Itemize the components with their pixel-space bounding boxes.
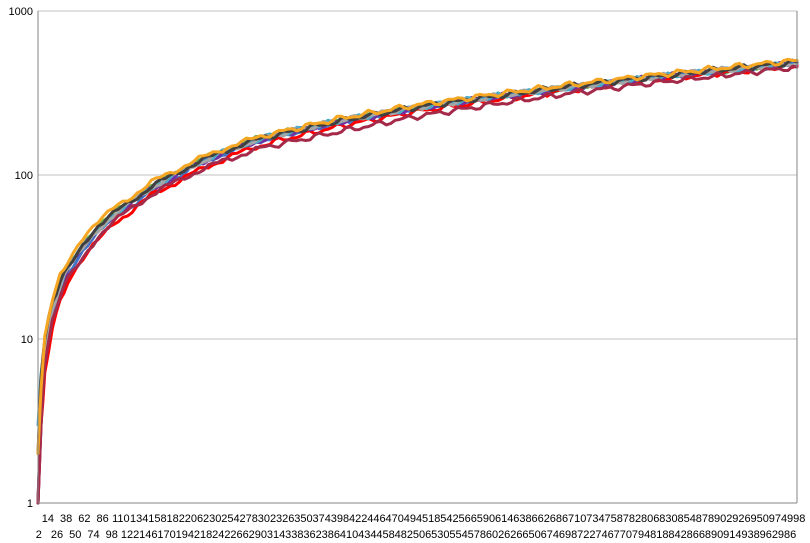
x-tick-label: 62 — [78, 513, 90, 525]
y-tick-label: 1 — [27, 498, 33, 510]
x-tick-label: 710 — [568, 513, 586, 525]
x-tick-label: 722 — [577, 529, 595, 541]
series-line-7 — [36, 64, 799, 505]
x-tick-label: 338 — [285, 529, 303, 541]
x-tick-label: 518 — [422, 513, 440, 525]
x-tick-label: 470 — [386, 513, 404, 525]
x-tick-label: 962 — [760, 529, 778, 541]
x-tick-label: 626 — [504, 529, 522, 541]
x-tick-label: 578 — [468, 529, 486, 541]
x-tick-label: 422 — [349, 513, 367, 525]
x-tick-label: 86 — [97, 513, 109, 525]
x-tick-label: 614 — [495, 513, 513, 525]
x-tick-label: 50 — [69, 529, 81, 541]
x-tick-label: 638 — [513, 513, 531, 525]
x-tick-label: 842 — [668, 529, 686, 541]
x-tick-label: 890 — [705, 529, 723, 541]
x-tick-label: 902 — [714, 513, 732, 525]
x-tick-label: 146 — [139, 529, 157, 541]
x-tick-label: 110 — [112, 513, 130, 525]
x-tick-label: 278 — [239, 513, 257, 525]
x-tick-label: 398 — [331, 513, 349, 525]
x-tick-label: 242 — [212, 529, 230, 541]
x-tick-label: 2 — [36, 529, 42, 541]
x-tick-label: 818 — [650, 529, 668, 541]
x-axis-tick-labels: 14 38 62 86 110 134 158 182 206 230 254 278 302 326 35… — [36, 513, 806, 541]
x-tick-label: 350 — [294, 513, 312, 525]
x-tick-label: 698 — [559, 529, 577, 541]
x-tick-label: 686 — [550, 513, 568, 525]
x-tick-label: 926 — [732, 513, 750, 525]
x-tick-label: 866 — [687, 529, 705, 541]
x-tick-label: 938 — [741, 529, 759, 541]
x-tick-label: 986 — [778, 529, 796, 541]
x-tick-label: 446 — [367, 513, 385, 525]
x-tick-label: 854 — [678, 513, 696, 525]
x-tick-label: 38 — [60, 513, 72, 525]
x-tick-label: 290 — [249, 529, 267, 541]
x-tick-label: 746 — [595, 529, 613, 541]
x-tick-label: 14 — [42, 513, 54, 525]
x-tick-label: 458 — [376, 529, 394, 541]
x-tick-label: 674 — [541, 529, 559, 541]
x-tick-label: 590 — [477, 513, 495, 525]
x-tick-label: 386 — [322, 529, 340, 541]
x-tick-label: 254 — [221, 513, 239, 525]
x-tick-label: 230 — [203, 513, 221, 525]
x-tick-label: 410 — [340, 529, 358, 541]
x-tick-label: 782 — [623, 513, 641, 525]
x-tick-label: 830 — [659, 513, 677, 525]
x-tick-label: 482 — [395, 529, 413, 541]
y-tick-label: 100 — [15, 170, 33, 182]
x-tick-label: 542 — [440, 513, 458, 525]
x-tick-label: 494 — [404, 513, 422, 525]
x-tick-label: 602 — [486, 529, 504, 541]
x-tick-label: 362 — [303, 529, 321, 541]
x-tick-label: 74 — [87, 529, 99, 541]
x-tick-label: 758 — [605, 513, 623, 525]
x-tick-label: 806 — [641, 513, 659, 525]
x-tick-label: 554 — [449, 529, 467, 541]
x-tick-label: 194 — [176, 529, 194, 541]
y-tick-label: 10 — [21, 334, 33, 346]
x-tick-label: 206 — [185, 513, 203, 525]
x-tick-label: 266 — [230, 529, 248, 541]
x-tick-label: 122 — [121, 529, 139, 541]
series-layer — [36, 57, 799, 505]
series-line-9 — [36, 57, 799, 456]
x-tick-label: 218 — [194, 529, 212, 541]
x-tick-label: 134 — [130, 513, 148, 525]
x-tick-label: 182 — [166, 513, 184, 525]
x-tick-label: 302 — [258, 513, 276, 525]
x-tick-label: 566 — [459, 513, 477, 525]
x-tick-label: 770 — [614, 529, 632, 541]
x-tick-label: 98 — [106, 529, 118, 541]
series-line-8 — [36, 58, 799, 456]
y-tick-label: 1000 — [9, 6, 33, 18]
x-tick-label: 950 — [751, 513, 769, 525]
x-tick-label: 650 — [522, 529, 540, 541]
x-tick-label: 974 — [769, 513, 787, 525]
x-tick-label: 794 — [632, 529, 650, 541]
x-tick-label: 734 — [586, 513, 604, 525]
x-tick-label: 998 — [787, 513, 805, 525]
x-tick-label: 374 — [312, 513, 330, 525]
x-tick-label: 170 — [157, 529, 175, 541]
x-tick-label: 26 — [51, 529, 63, 541]
x-tick-label: 878 — [696, 513, 714, 525]
x-tick-label: 530 — [431, 529, 449, 541]
x-tick-label: 914 — [723, 529, 741, 541]
x-tick-label: 314 — [267, 529, 285, 541]
y-axis-tick-labels: 1 10 100 1000 — [9, 6, 33, 510]
x-tick-label: 326 — [276, 513, 294, 525]
x-tick-label: 662 — [532, 513, 550, 525]
x-tick-label: 158 — [148, 513, 166, 525]
x-tick-label: 506 — [413, 529, 431, 541]
x-tick-label: 434 — [358, 529, 376, 541]
axes — [37, 11, 798, 504]
